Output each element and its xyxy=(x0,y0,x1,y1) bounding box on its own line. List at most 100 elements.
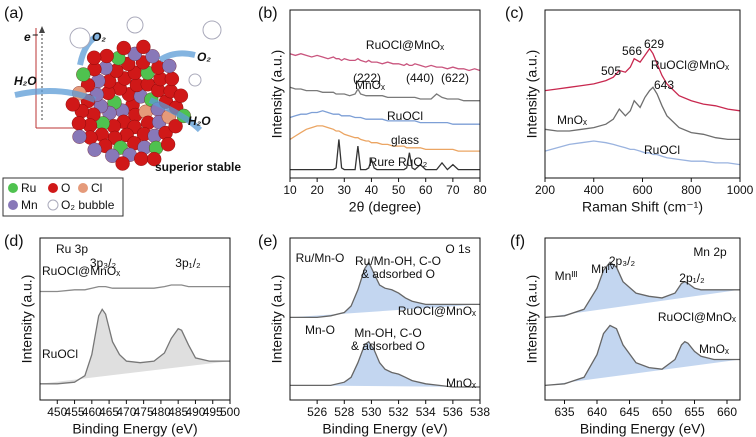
bubble xyxy=(126,16,144,34)
spectrum-line xyxy=(544,86,740,141)
atom xyxy=(147,151,162,167)
x-tick-label: 460 xyxy=(82,405,102,419)
series-label: RuOCl@MnOₓ xyxy=(658,310,736,324)
atom xyxy=(134,151,149,166)
panel-label: (e) xyxy=(258,233,278,250)
fit-area xyxy=(545,262,740,318)
x-tick-label: 400 xyxy=(584,183,604,197)
plot-frame xyxy=(544,9,741,179)
x-tick-label: 640 xyxy=(587,405,607,419)
annotation: 3p₁/₂ xyxy=(175,256,201,270)
annotation: Ru/Mn-OH, C-O xyxy=(355,254,441,268)
annotation: (440) xyxy=(406,71,434,85)
x-tick-label: 500 xyxy=(220,405,240,419)
x-tick-label: 480 xyxy=(151,405,171,419)
x-tick-label: 528 xyxy=(334,405,354,419)
spectrum-line xyxy=(289,86,480,102)
annotation: (222) xyxy=(353,71,381,85)
series-label: glass xyxy=(391,133,419,147)
x-tick-label: 465 xyxy=(99,405,119,419)
annotation: (622) xyxy=(441,71,469,85)
x-tick-label: 40 xyxy=(365,183,379,197)
x-tick-label: 1000 xyxy=(727,183,754,197)
series-label: MnOₓ xyxy=(699,342,729,356)
arrow-head xyxy=(39,26,45,33)
panel-label: (b) xyxy=(258,5,278,22)
atom xyxy=(164,71,180,87)
series-label: MnOₓ xyxy=(446,376,476,390)
spectrum-line xyxy=(544,47,741,112)
x-tick-label: 20 xyxy=(310,183,324,197)
x-axis-label: Raman Shift (cm⁻¹) xyxy=(582,199,703,215)
y-axis-label: Intensity (a.u.) xyxy=(19,275,35,364)
series-label: RuOCl xyxy=(42,347,78,361)
annotation: Mnᴵⱽ xyxy=(591,262,616,276)
x-tick-label: 600 xyxy=(632,183,652,197)
x-axis-label: Binding Energy (eV) xyxy=(580,421,705,437)
annotation: Mnᴵᴵᴵ xyxy=(555,269,578,283)
label: superior stable xyxy=(155,160,241,174)
x-tick-label: 660 xyxy=(717,405,737,419)
series-label: RuOCl xyxy=(644,143,680,157)
annotation: Ru/Mn-O xyxy=(296,251,345,265)
plot-frame xyxy=(289,9,481,179)
atom xyxy=(99,48,114,64)
fit-area xyxy=(545,325,740,386)
annotation: 3p₃/₂ xyxy=(90,256,117,270)
x-tick-label: 470 xyxy=(116,405,136,419)
y-axis-label: Intensity (a.u.) xyxy=(269,275,285,364)
fit-area xyxy=(290,341,480,387)
x-tick-label: 60 xyxy=(419,183,433,197)
legend-swatch xyxy=(48,183,58,193)
fit-area xyxy=(290,262,480,318)
annotation: O 1s xyxy=(445,242,470,256)
annotation: Mn-O xyxy=(305,323,335,337)
x-tick-label: 30 xyxy=(338,183,352,197)
x-tick-label: 635 xyxy=(554,405,574,419)
panel-label: (f) xyxy=(510,233,525,250)
x-tick-label: 455 xyxy=(65,405,85,419)
x-tick-label: 538 xyxy=(470,405,490,419)
panel-label: (d) xyxy=(4,233,24,250)
bubble xyxy=(202,20,222,40)
series-label: RuOCl@MnOₓ xyxy=(398,304,476,318)
illustration: (a) e⁻ O₂ O₂ H₂O H₂O superior stable Ru … xyxy=(2,5,241,217)
atom xyxy=(87,142,102,157)
annotation: & adsorbed O xyxy=(351,339,425,353)
x-axis-label: Binding Energy (eV) xyxy=(72,421,197,437)
y-axis-label: Intensity (a.u.) xyxy=(269,50,285,139)
x-tick-label: 450 xyxy=(47,405,67,419)
atom xyxy=(105,148,120,163)
x-tick-label: 534 xyxy=(416,405,436,419)
annotation: Mn 2p xyxy=(693,245,727,259)
series-label: RuOCl@MnOₓ xyxy=(42,264,120,278)
label: O₂ xyxy=(92,30,106,44)
bubble xyxy=(188,73,202,87)
x-tick-label: 50 xyxy=(392,183,406,197)
x-tick-label: 645 xyxy=(619,405,639,419)
x-tick-label: 526 xyxy=(307,405,327,419)
plot-frame xyxy=(39,237,231,401)
legend-swatch xyxy=(78,183,88,193)
spectrum-line xyxy=(289,53,481,72)
spectrum-line xyxy=(40,308,230,385)
atom xyxy=(115,156,130,171)
annotation: 2p₁/₂ xyxy=(679,271,705,285)
panel-label: (a) xyxy=(4,5,24,22)
series-label: MnOₓ xyxy=(355,78,385,92)
annotation: 505 xyxy=(601,64,621,78)
atom-cluster xyxy=(65,39,191,171)
atom xyxy=(168,119,183,134)
annotation: 2p₃/₂ xyxy=(609,254,636,268)
legend-text: O₂ bubble xyxy=(61,198,115,212)
series-label: Rure RuO₂ xyxy=(369,155,428,169)
x-tick-label: 800 xyxy=(681,183,701,197)
label: H₂O xyxy=(188,114,211,128)
x-tick-label: 485 xyxy=(168,405,188,419)
panel-label: (c) xyxy=(505,5,524,22)
x-tick-label: 495 xyxy=(203,405,223,419)
y-axis-label: Intensity (a.u.) xyxy=(524,50,540,139)
annotation: 566 xyxy=(622,44,642,58)
atom xyxy=(162,58,177,74)
spectrum-line xyxy=(544,324,740,387)
